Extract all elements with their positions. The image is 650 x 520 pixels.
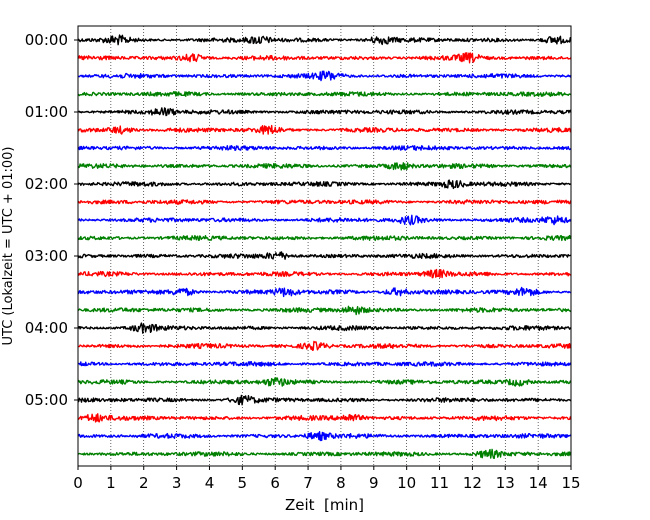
seismic-trace xyxy=(77,361,572,367)
seismic-trace xyxy=(77,179,572,190)
seismic-trace xyxy=(77,107,572,117)
x-tick-label: 6 xyxy=(270,474,280,492)
seismic-trace xyxy=(77,448,572,460)
seismic-trace xyxy=(77,234,572,242)
seismic-trace xyxy=(77,430,572,442)
x-tick-label: 0 xyxy=(73,474,83,492)
y-axis: 00:00 01:00 02:00 03:00 04:00 05:00 xyxy=(25,31,78,409)
vertical-grid xyxy=(110,26,539,466)
x-tick-label: 2 xyxy=(139,474,149,492)
y-tick-label: 05:00 xyxy=(25,391,68,409)
seismic-trace xyxy=(77,377,572,387)
y-tick-label: 03:00 xyxy=(25,247,68,265)
seismic-trace xyxy=(77,91,572,97)
seismic-trace xyxy=(77,162,572,171)
plot-frame xyxy=(78,26,571,466)
seismic-trace xyxy=(77,251,572,260)
x-tick-label: 12 xyxy=(463,474,482,492)
seismic-trace xyxy=(77,214,572,226)
seismic-trace xyxy=(77,124,572,135)
seismic-trace xyxy=(78,305,572,316)
x-tick-label: 9 xyxy=(369,474,379,492)
seismic-trace xyxy=(77,70,572,82)
x-tick-label: 14 xyxy=(529,474,548,492)
x-axis-label: Zeit [min] xyxy=(285,496,364,514)
x-tick-label: 10 xyxy=(397,474,416,492)
x-tick-label: 4 xyxy=(205,474,215,492)
seismic-trace xyxy=(77,268,572,279)
x-tick-label: 8 xyxy=(336,474,346,492)
seismic-trace xyxy=(77,394,572,406)
trace-group xyxy=(77,34,572,460)
x-tick-label: 3 xyxy=(172,474,182,492)
plot-border xyxy=(77,25,572,467)
seismic-trace xyxy=(77,145,572,152)
y-tick-label: 02:00 xyxy=(25,175,68,193)
y-tick-label: 01:00 xyxy=(25,103,68,121)
x-tick-label: 15 xyxy=(561,474,580,492)
seismic-trace xyxy=(77,34,571,46)
x-tick-label: 1 xyxy=(106,474,116,492)
x-tick-label: 7 xyxy=(303,474,313,492)
seismic-trace xyxy=(77,413,572,423)
x-axis: 0 1 2 3 4 5 6 7 8 9 10 11 12 13 14 15 xyxy=(73,466,581,492)
y-axis-label: UTC (Lokalzeit = UTC + 01:00) xyxy=(1,147,16,346)
x-tick-label: 13 xyxy=(496,474,515,492)
y-tick-label: 04:00 xyxy=(25,319,68,337)
seismic-trace xyxy=(77,199,572,205)
x-tick-label: 5 xyxy=(238,474,248,492)
seismic-trace xyxy=(77,340,572,351)
seismic-trace xyxy=(77,322,572,334)
x-tick-label: 11 xyxy=(430,474,449,492)
seismic-trace xyxy=(77,286,572,298)
seismic-trace xyxy=(77,52,572,64)
y-tick-label: 00:00 xyxy=(25,31,68,49)
